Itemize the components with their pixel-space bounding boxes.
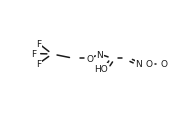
Text: O: O (86, 55, 93, 63)
Text: HO: HO (94, 64, 108, 73)
Text: F: F (36, 39, 41, 48)
Text: O: O (146, 60, 153, 69)
Text: F: F (36, 60, 41, 69)
Text: F: F (31, 50, 36, 59)
Text: N: N (135, 60, 142, 69)
Text: N: N (96, 50, 103, 59)
Text: O: O (160, 60, 167, 69)
